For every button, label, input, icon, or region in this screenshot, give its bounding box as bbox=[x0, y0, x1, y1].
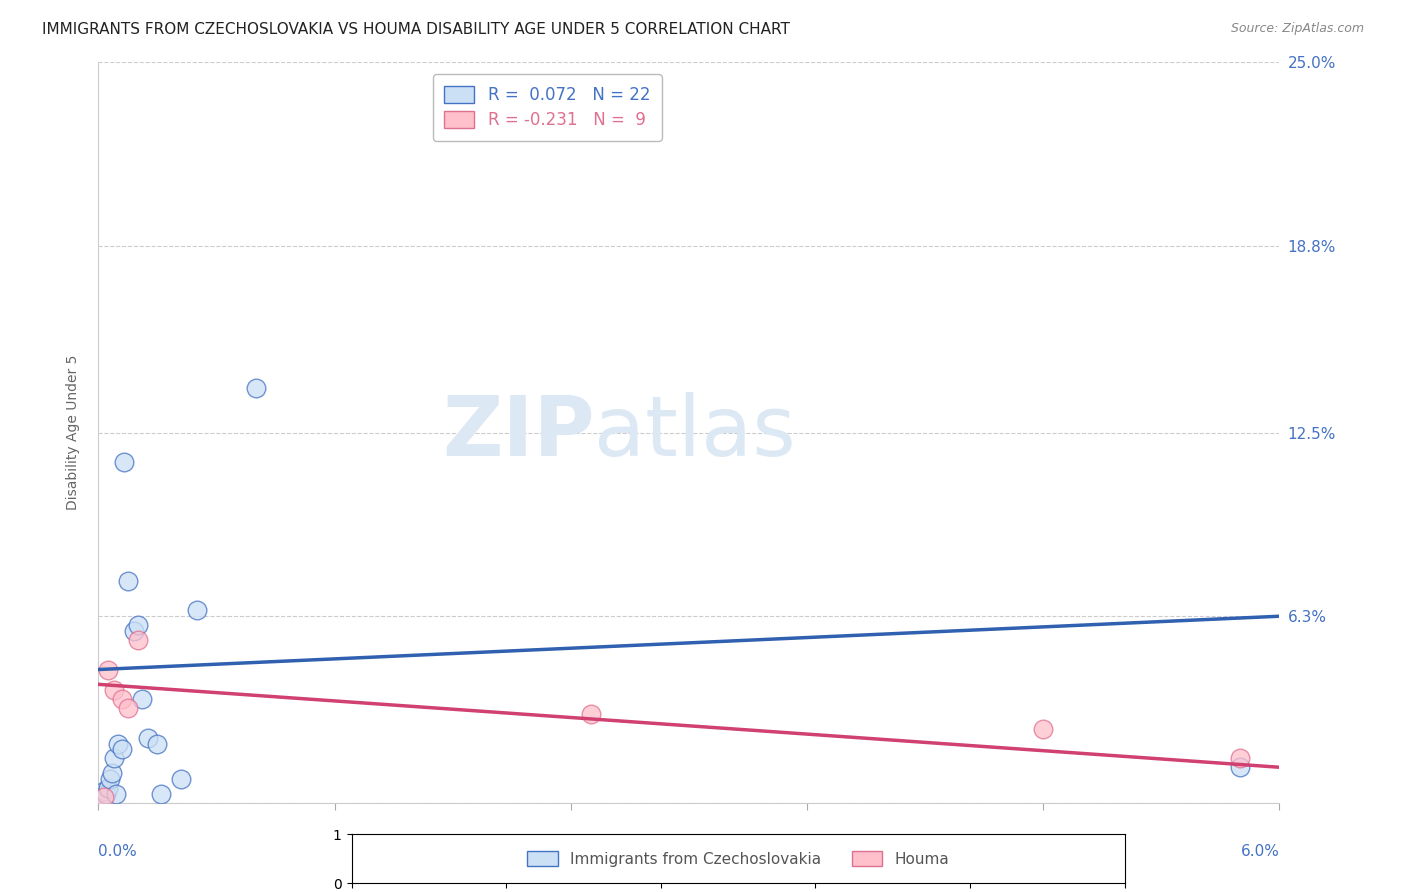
Point bbox=[97, 780, 120, 795]
Point bbox=[93, 789, 115, 804]
Point bbox=[96, 787, 118, 801]
Point bbox=[117, 701, 139, 715]
Point bbox=[245, 381, 267, 395]
Point bbox=[1032, 722, 1054, 736]
Point bbox=[122, 624, 145, 638]
Point bbox=[117, 574, 139, 588]
Point bbox=[186, 603, 208, 617]
Point bbox=[111, 692, 134, 706]
Y-axis label: Disability Age Under 5: Disability Age Under 5 bbox=[66, 355, 80, 510]
Point bbox=[1229, 751, 1251, 765]
Point bbox=[97, 663, 120, 677]
Point bbox=[103, 751, 125, 765]
Point bbox=[579, 706, 602, 721]
Point bbox=[170, 772, 193, 786]
Point bbox=[150, 787, 173, 801]
Point bbox=[136, 731, 159, 745]
Point bbox=[1229, 760, 1251, 774]
Text: atlas: atlas bbox=[595, 392, 796, 473]
Text: 6.0%: 6.0% bbox=[1240, 844, 1279, 858]
Point bbox=[111, 742, 134, 756]
Point bbox=[93, 784, 115, 798]
Point bbox=[107, 737, 129, 751]
Text: IMMIGRANTS FROM CZECHOSLOVAKIA VS HOUMA DISABILITY AGE UNDER 5 CORRELATION CHART: IMMIGRANTS FROM CZECHOSLOVAKIA VS HOUMA … bbox=[42, 22, 790, 37]
Point bbox=[91, 789, 114, 804]
Point bbox=[146, 737, 169, 751]
Text: ZIP: ZIP bbox=[441, 392, 595, 473]
Point bbox=[131, 692, 153, 706]
Point bbox=[127, 632, 149, 647]
Point bbox=[103, 683, 125, 698]
Point bbox=[112, 455, 135, 469]
Point bbox=[101, 766, 124, 780]
Legend: R =  0.072   N = 22, R = -0.231   N =  9: R = 0.072 N = 22, R = -0.231 N = 9 bbox=[433, 74, 662, 141]
Point bbox=[98, 772, 121, 786]
Text: 0.0%: 0.0% bbox=[98, 844, 138, 858]
Point bbox=[105, 787, 128, 801]
Text: Source: ZipAtlas.com: Source: ZipAtlas.com bbox=[1230, 22, 1364, 36]
Point bbox=[127, 618, 149, 632]
Legend: Immigrants from Czechoslovakia, Houma: Immigrants from Czechoslovakia, Houma bbox=[520, 843, 956, 874]
